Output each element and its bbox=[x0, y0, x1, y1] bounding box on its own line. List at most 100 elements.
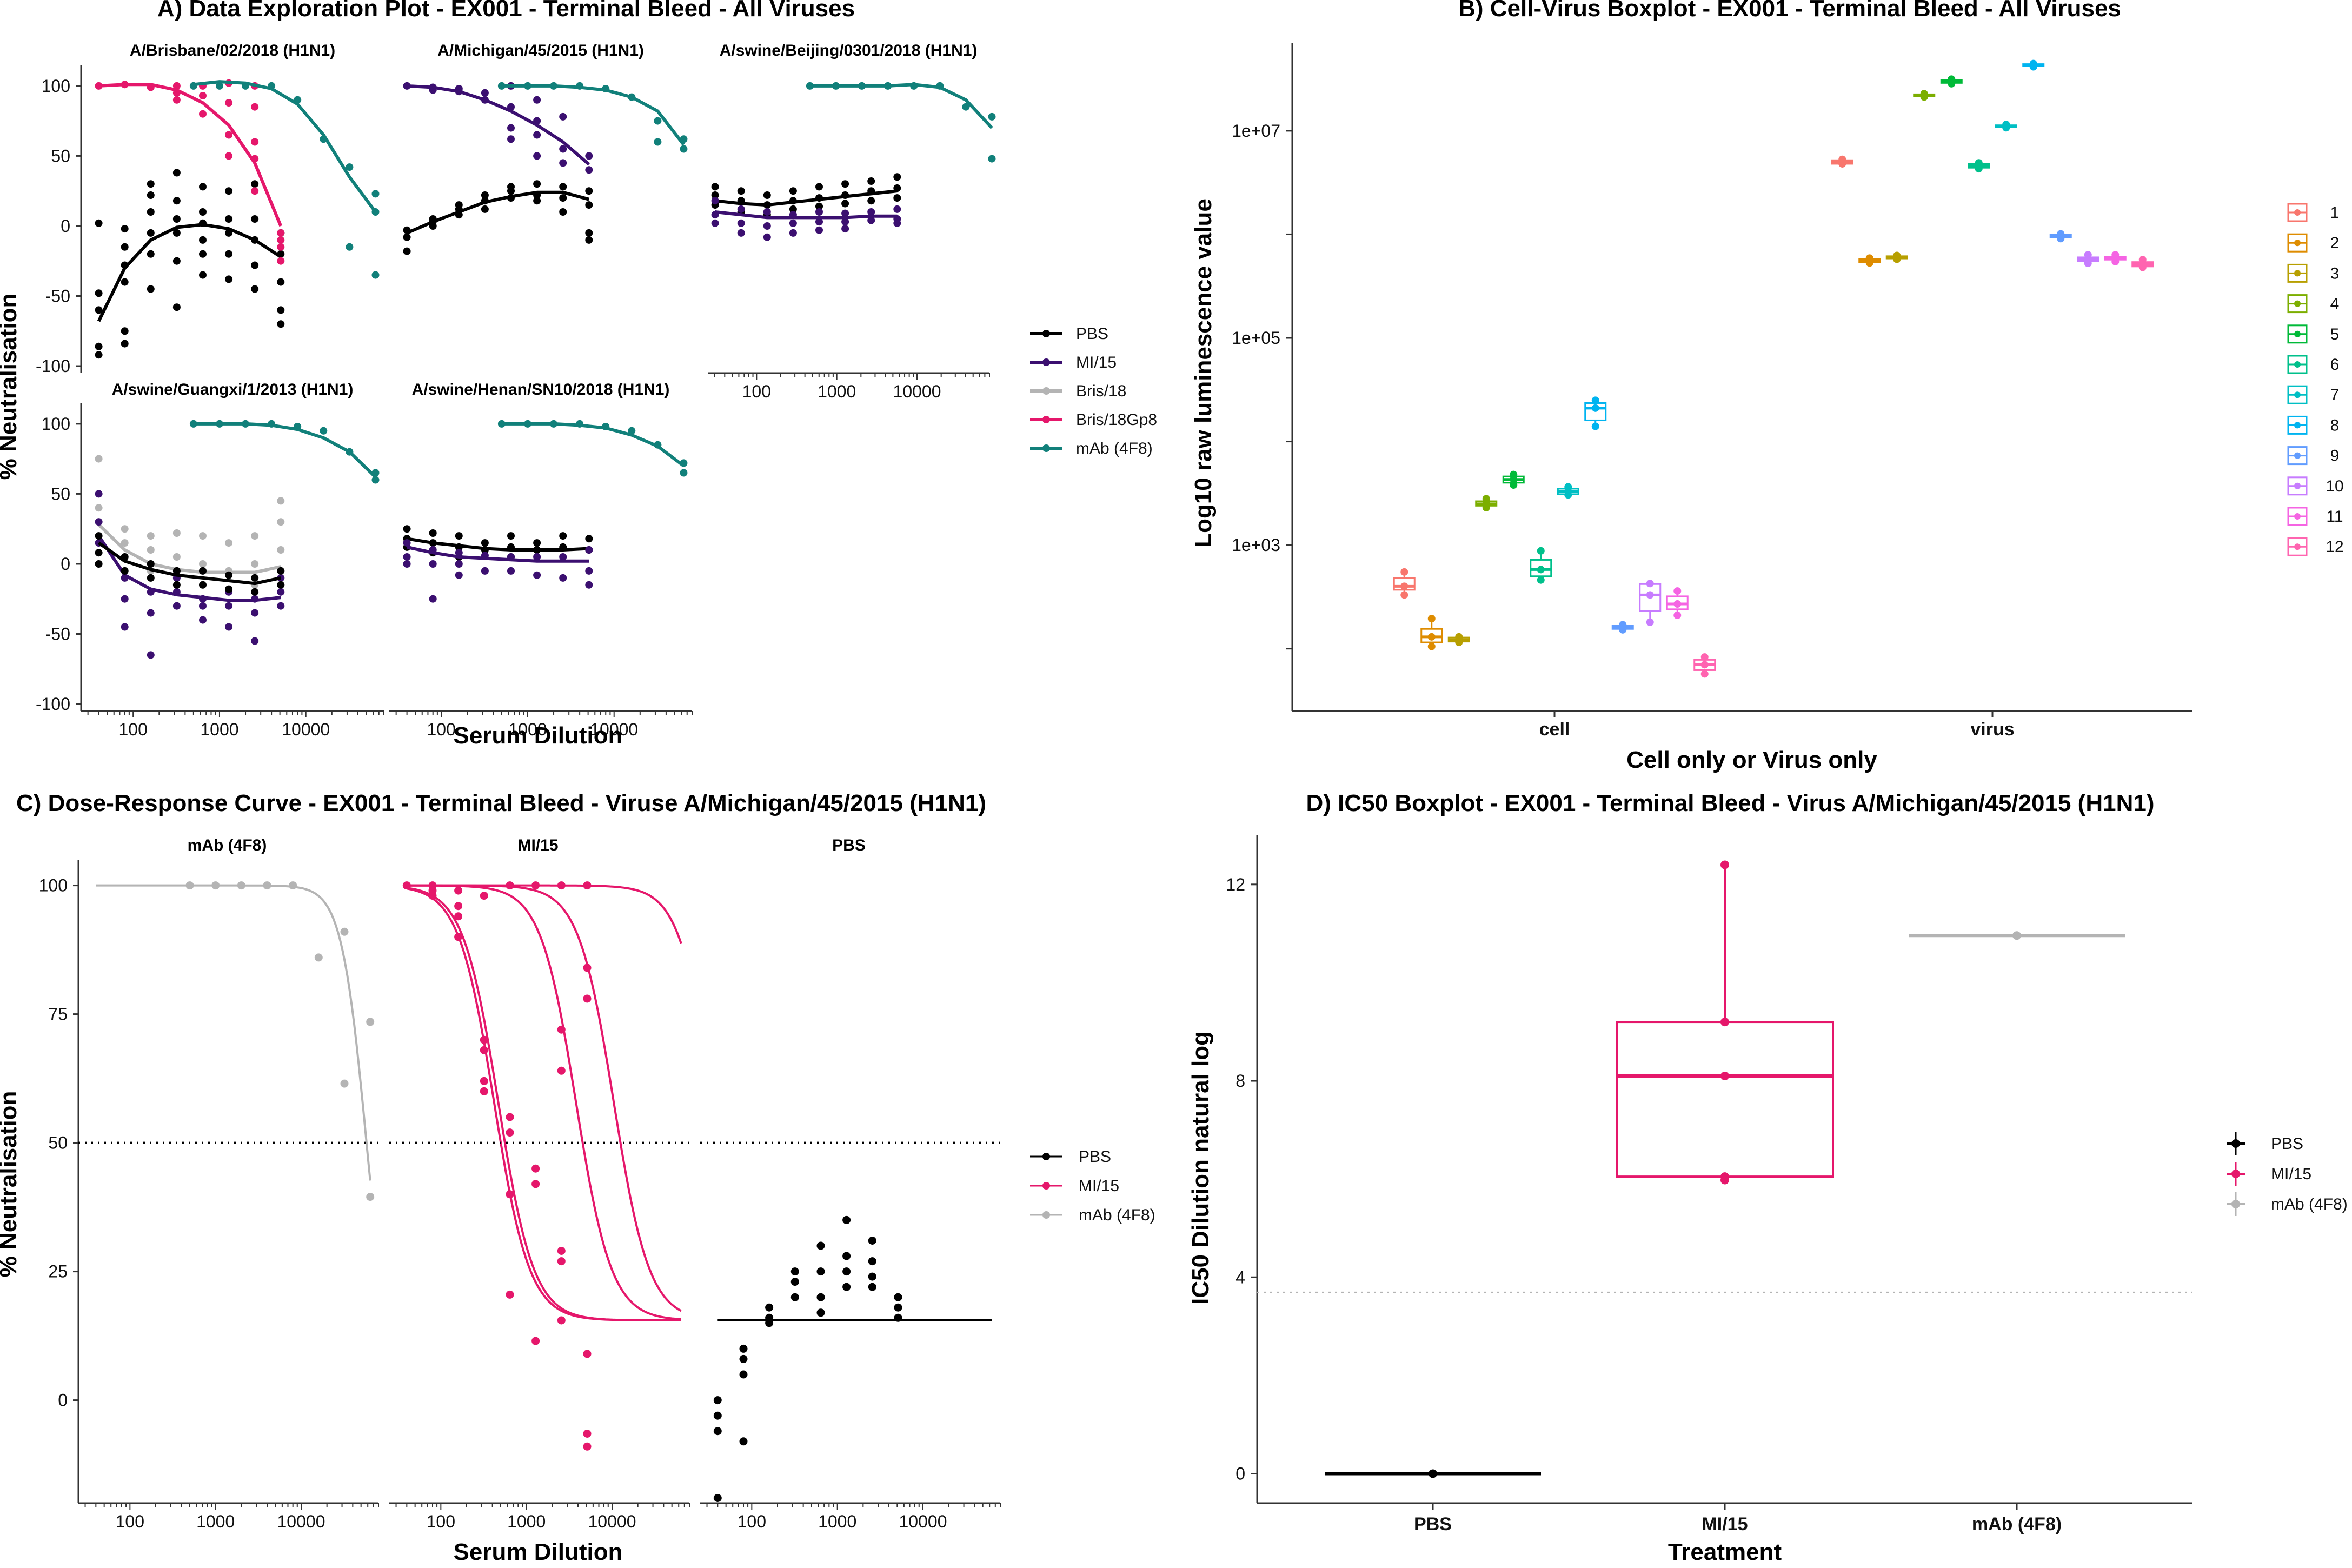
box-point-2 bbox=[2084, 251, 2092, 259]
point-bris-18gp8-14 bbox=[251, 103, 259, 111]
point-mi-15-17 bbox=[559, 159, 567, 167]
panel-a-facet-4-title: A/swine/Guangxi/1/2013 (H1N1) bbox=[112, 381, 354, 398]
y-tick-label: 0 bbox=[1235, 1464, 1245, 1484]
curve-mab-4f8 bbox=[809, 83, 993, 129]
box-point-2 bbox=[2138, 256, 2147, 264]
point-pbs-29 bbox=[225, 275, 233, 283]
point-mab-4f8-8 bbox=[366, 1018, 375, 1026]
point-pbs-11 bbox=[789, 205, 797, 213]
point-mi-15-17 bbox=[841, 225, 849, 233]
x-tick-label: 10000 bbox=[893, 382, 941, 401]
point-pbs-9 bbox=[481, 539, 489, 547]
point-mi-15-14 bbox=[533, 571, 541, 579]
box-point-1 bbox=[1537, 566, 1545, 574]
legend-dot bbox=[1042, 358, 1050, 366]
legend-label: 8 bbox=[2330, 416, 2340, 434]
y-tick-label: 50 bbox=[48, 1133, 68, 1153]
legend-label: 4 bbox=[2330, 295, 2340, 313]
point-pbs-19 bbox=[559, 194, 567, 202]
point-pbs-19 bbox=[842, 1252, 851, 1260]
point-pbs-22 bbox=[585, 201, 593, 209]
point-mi-15-29 bbox=[583, 964, 592, 972]
point-mi-15-15 bbox=[559, 553, 567, 561]
box-cell-plate-4 bbox=[1475, 495, 1498, 511]
curve-pbs bbox=[407, 537, 589, 552]
point-mab-4f8-4 bbox=[289, 881, 297, 890]
point-mi-15-13 bbox=[533, 553, 541, 561]
point-mi-15-8 bbox=[763, 233, 771, 241]
y-tick-label: 50 bbox=[51, 484, 70, 503]
box-point-2 bbox=[1646, 580, 1654, 588]
point-mab-4f8-8 bbox=[371, 476, 380, 484]
box-cell-plate-12 bbox=[1693, 653, 1716, 678]
box-point-2 bbox=[1720, 1071, 1729, 1080]
point-bris-18-1 bbox=[95, 504, 103, 512]
point-mab-4f8-1 bbox=[211, 881, 220, 890]
legend-item-mi-15: MI/15 bbox=[2227, 1162, 2311, 1186]
point-mi-15-15 bbox=[841, 209, 849, 217]
point-pbs-5 bbox=[147, 560, 155, 568]
box-virus-plate-7 bbox=[1995, 121, 2017, 132]
point-mi-15-11 bbox=[789, 229, 797, 237]
box-point-2 bbox=[1975, 159, 1983, 167]
curve-mi-15 bbox=[715, 210, 898, 220]
x-tick-label: MI/15 bbox=[1702, 1514, 1748, 1534]
point-mi-15-7 bbox=[454, 933, 463, 941]
legend-label: PBS bbox=[1079, 1148, 1111, 1166]
box-virus-plate-10 bbox=[2077, 251, 2099, 268]
point-pbs-35 bbox=[251, 261, 259, 269]
point-mi-15-10 bbox=[481, 567, 489, 575]
point-bris-18-18 bbox=[251, 532, 259, 540]
point-pbs-17 bbox=[841, 200, 849, 208]
legend-label: 6 bbox=[2330, 356, 2340, 374]
box-point-1 bbox=[1427, 633, 1436, 641]
box-point-1 bbox=[1646, 591, 1654, 599]
panel-a-x-label: Serum Dilution bbox=[454, 722, 623, 749]
point-pbs-14 bbox=[816, 1241, 825, 1250]
legend-item-4: 4 bbox=[2287, 294, 2340, 314]
point-mi-15-19 bbox=[585, 166, 593, 174]
point-pbs-14 bbox=[815, 202, 823, 210]
point-bris-18-22 bbox=[277, 518, 285, 526]
point-mi-15-10 bbox=[507, 135, 515, 143]
panel-d: D) IC50 Boxplot - EX001 - Terminal Bleed… bbox=[1187, 790, 2348, 1565]
point-pbs-17 bbox=[172, 303, 181, 311]
point-bris-18-10 bbox=[172, 553, 181, 561]
point-mi-15-18 bbox=[251, 637, 259, 645]
point-pbs-7 bbox=[739, 1437, 748, 1446]
point-bris-18-9 bbox=[172, 529, 181, 537]
point-bris-18-12 bbox=[199, 532, 207, 540]
y-tick-label: -100 bbox=[36, 356, 70, 376]
y-tick-label: -100 bbox=[36, 694, 70, 714]
point-mi-15-15 bbox=[506, 1128, 514, 1137]
legend-label: 10 bbox=[2326, 477, 2343, 495]
curve-pbs bbox=[406, 190, 590, 235]
point-mi-15-6 bbox=[454, 912, 463, 921]
point-mi-15-3 bbox=[428, 892, 437, 900]
legend-dot bbox=[2294, 452, 2301, 459]
point-bris-18gp8-5 bbox=[172, 96, 181, 104]
panel-a-title: A) Data Exploration Plot - EX001 - Termi… bbox=[157, 0, 855, 22]
panel-a-x-axis: 100 1000 10000 100 1000 10000 100 1000 10000 bbox=[81, 372, 990, 739]
point-pbs-40 bbox=[277, 306, 285, 314]
series-pbs bbox=[403, 180, 593, 255]
x-tick-label: virus bbox=[1970, 719, 2014, 740]
series-mab-4f8 bbox=[497, 420, 688, 477]
point-pbs-9 bbox=[789, 187, 797, 195]
point-mi-15-2 bbox=[711, 219, 719, 227]
point-pbs-34 bbox=[251, 285, 259, 293]
point-mi-15-18 bbox=[585, 152, 593, 160]
point-mi-15-9 bbox=[480, 1035, 488, 1044]
series-mi-15 bbox=[403, 539, 593, 603]
point-bris-18gp8-3 bbox=[172, 82, 181, 90]
point-pbs-13 bbox=[251, 574, 259, 582]
y-tick-label: -50 bbox=[45, 287, 70, 306]
point-pbs-20 bbox=[842, 1267, 851, 1276]
box-cell-plate-6 bbox=[1530, 547, 1552, 584]
panel-b-x-label: Cell only or Virus only bbox=[1626, 747, 1877, 773]
point-pbs-26 bbox=[894, 1293, 902, 1301]
box-point-1 bbox=[1400, 582, 1408, 590]
point-pbs-18 bbox=[585, 535, 593, 543]
panel-a-facet-3-title: A/swine/Beijing/0301/2018 (H1N1) bbox=[720, 42, 978, 59]
